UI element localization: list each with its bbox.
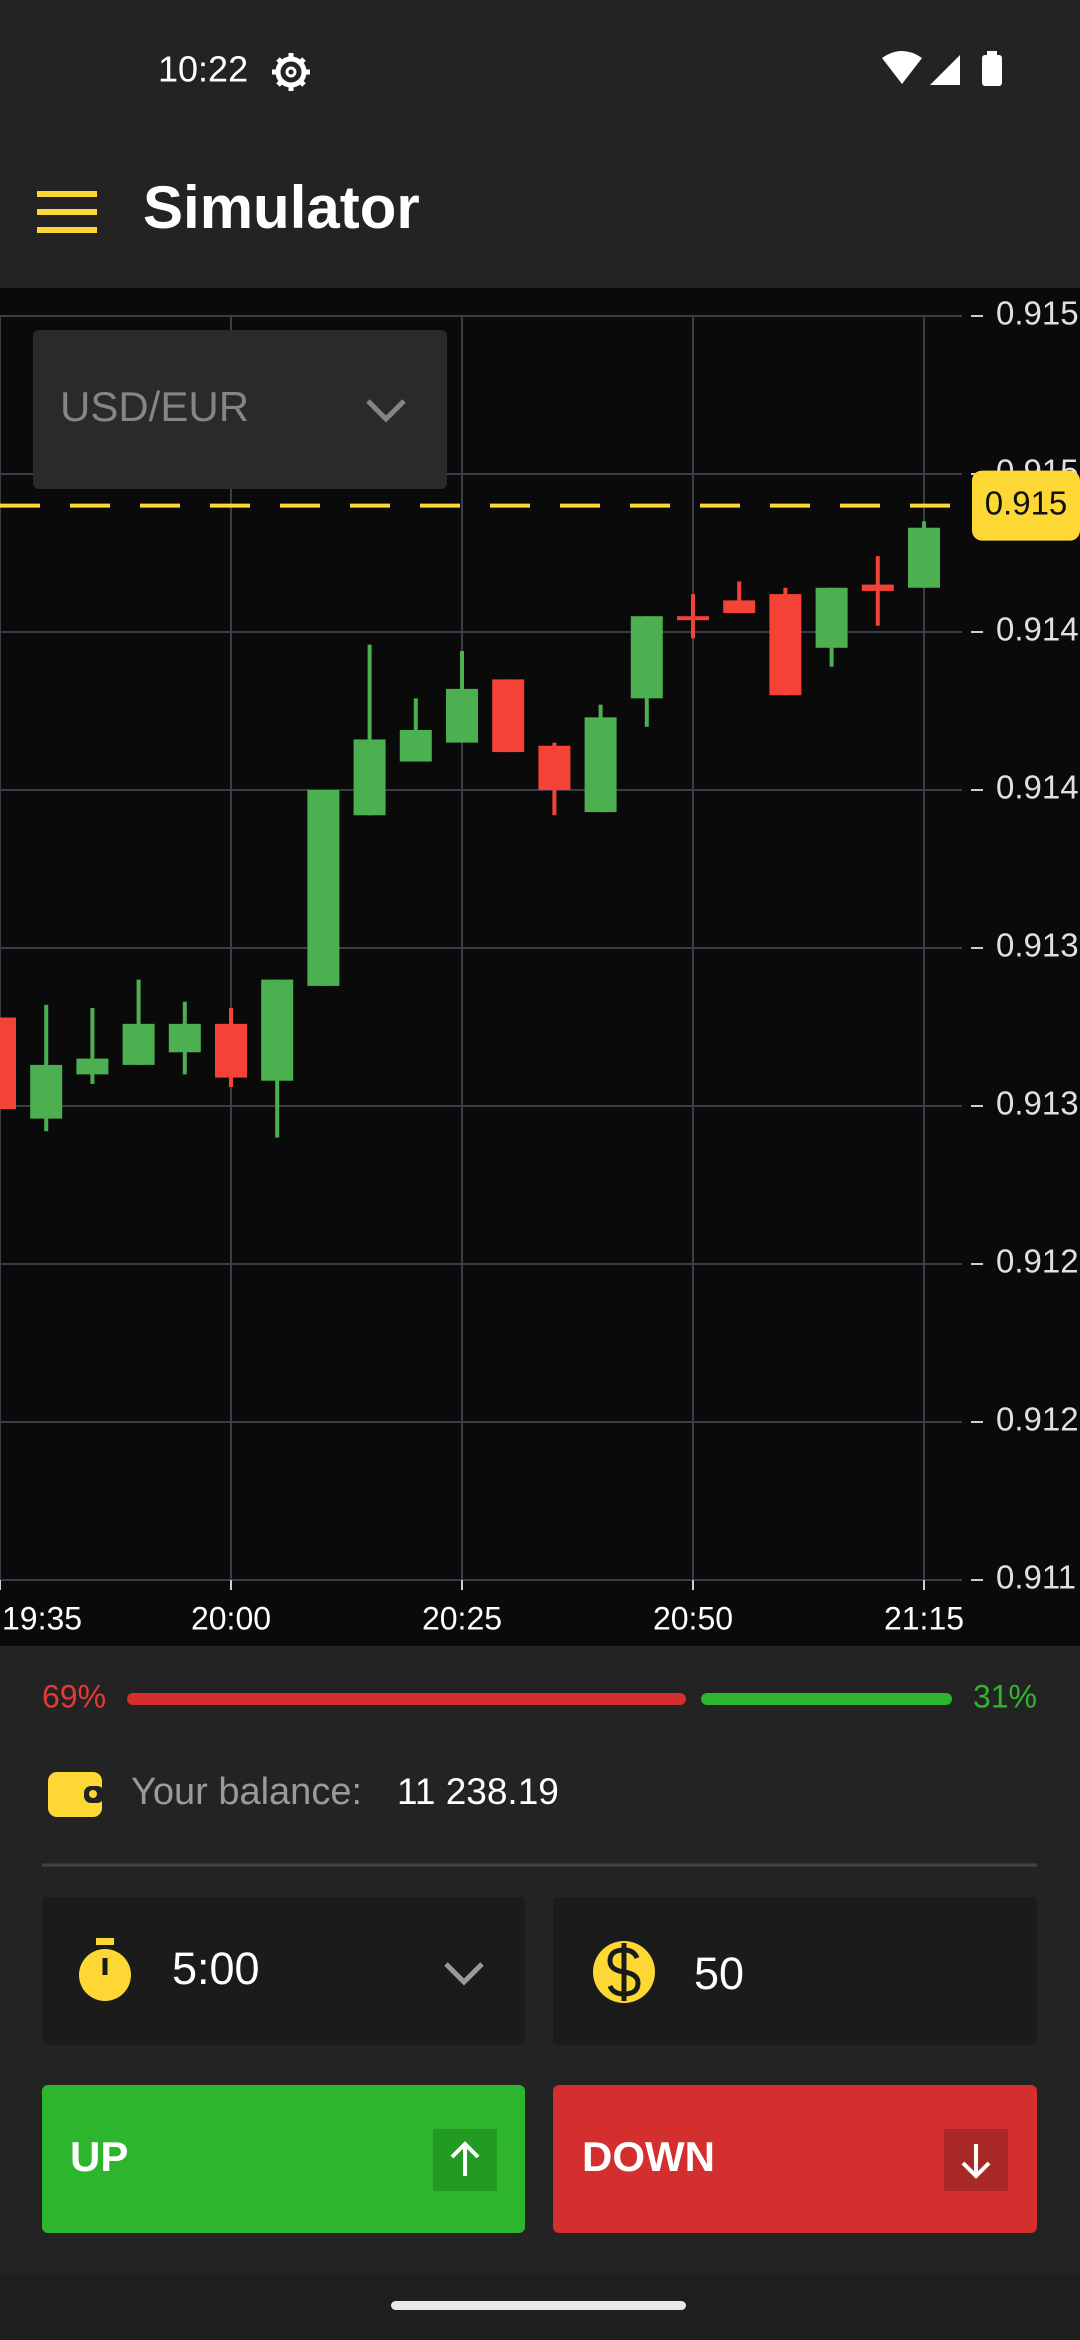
candle-body: [769, 594, 802, 696]
candle-body: [0, 1017, 16, 1110]
duration-select[interactable]: 5:00: [42, 1897, 525, 2045]
duration-bg: [42, 1897, 525, 2045]
x-tick-label: 19:35: [2, 1600, 82, 1636]
battery-icon: [982, 55, 1002, 86]
duration-value: 5:00: [172, 1943, 260, 1994]
candle-body: [76, 1058, 109, 1075]
top-bar-bg: [0, 0, 1080, 288]
candle-body: [861, 584, 894, 591]
candle-body: [492, 679, 525, 753]
sentiment-down-bar: [127, 1693, 686, 1705]
candle-body: [261, 979, 294, 1081]
y-tick-label: 0.913: [996, 927, 1079, 964]
status-time: 10:22: [158, 49, 248, 90]
sentiment-down: 69%: [42, 1678, 106, 1714]
x-tick-label: 20:50: [653, 1600, 733, 1636]
chevron: [366, 399, 406, 423]
down-button-bg: [553, 2085, 1037, 2233]
balance-value: 11 238.19: [397, 1771, 559, 1812]
candle-body: [122, 1023, 155, 1065]
candle-body: [307, 790, 340, 986]
symbol-dropdown[interactable]: USD/EUR: [33, 330, 447, 489]
candle-body: [908, 527, 940, 588]
amount-value: 50: [694, 1948, 744, 1999]
current-price-badge: [972, 470, 1080, 541]
sentiment-up: 31%: [973, 1678, 1037, 1714]
wallet-icon: [48, 1772, 104, 1817]
current-price-label: 0.915: [985, 484, 1068, 521]
symbol-label: USD/EUR: [60, 383, 249, 430]
signal-icon: [930, 55, 960, 85]
chevron: [444, 1962, 484, 1986]
chart-bg: [0, 288, 1080, 1646]
candle-body: [584, 717, 617, 813]
dropdown-bg: [33, 330, 447, 489]
y-tick-label: 0.912: [996, 1243, 1079, 1280]
sentiment-up-bar: [701, 1693, 952, 1705]
candle-body: [399, 729, 432, 762]
y-tick-label: 0.914: [996, 769, 1079, 806]
down-label: DOWN: [582, 2133, 715, 2180]
app-title: Simulator: [143, 174, 420, 241]
menu-button[interactable]: [37, 191, 97, 233]
amount-bg: [553, 1897, 1037, 2045]
y-tick-label: 0.912: [996, 1401, 1079, 1438]
wifi-icon: [882, 51, 922, 84]
settings-icon: [272, 53, 310, 91]
amount-input[interactable]: 50: [553, 1897, 1037, 2045]
down-button[interactable]: DOWN: [553, 2085, 1037, 2233]
x-tick-label: 20:00: [191, 1600, 271, 1636]
candle-body: [168, 1023, 201, 1053]
up-label: UP: [70, 2133, 128, 2180]
balance-label: Your balance:: [131, 1771, 362, 1813]
candle-body: [677, 616, 709, 621]
battery-tip: [987, 51, 997, 57]
candle-body: [446, 688, 478, 743]
y-tick-label: 0.915: [996, 295, 1079, 332]
dollar-icon: [593, 1941, 655, 2003]
timer-icon: [79, 1938, 131, 2001]
candle-body: [215, 1023, 247, 1078]
candle-body: [815, 587, 848, 648]
candle-body: [353, 739, 386, 816]
up-arrow: [450, 2141, 480, 2176]
candle-body: [723, 600, 756, 614]
home-indicator: [391, 2301, 686, 2310]
down-arrow: [961, 2144, 991, 2179]
up-button-bg: [42, 2085, 525, 2233]
x-tick-label: 20:25: [422, 1600, 502, 1636]
x-tick-label: 21:15: [884, 1600, 964, 1636]
candle-body: [630, 616, 663, 699]
candle-body: [538, 745, 571, 790]
chart: [0, 315, 962, 1581]
y-tick-label: 0.911: [996, 1559, 1076, 1596]
y-tick-label: 0.914: [996, 611, 1079, 648]
up-button[interactable]: UP: [42, 2085, 525, 2233]
y-tick-label: 0.913: [996, 1085, 1079, 1122]
candle-body: [30, 1064, 63, 1119]
